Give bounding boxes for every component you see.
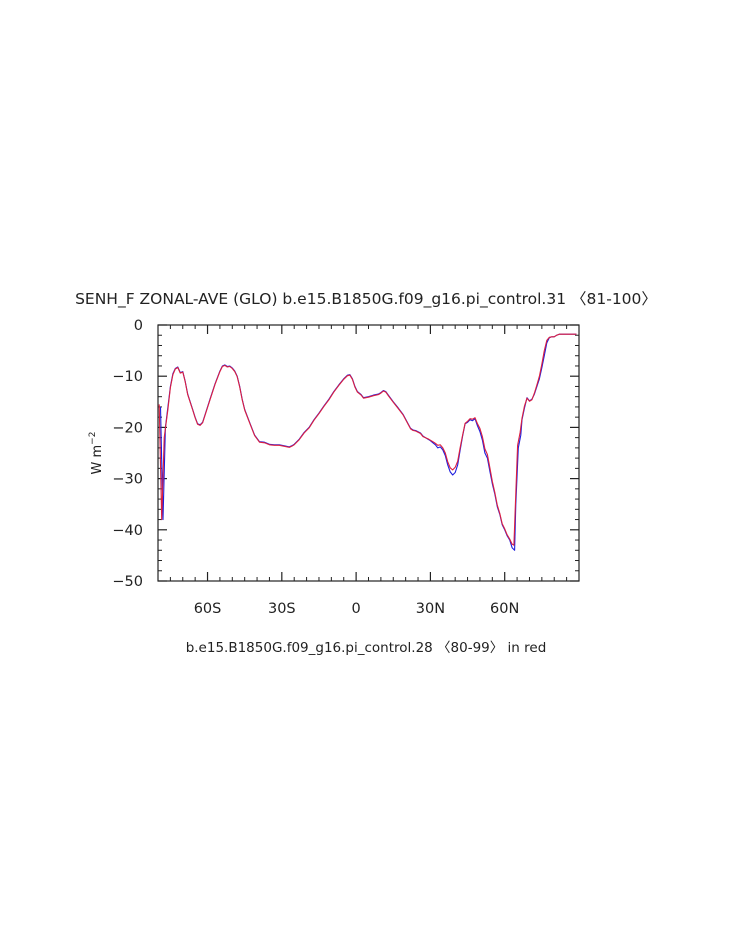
series-line-red — [158, 333, 577, 546]
y-tick-label: −30 — [112, 472, 143, 488]
chart-caption: b.e15.B1850G.f09_g16.pi_control.28 〈80-9… — [186, 640, 547, 656]
x-tick-label: 30S — [268, 601, 296, 617]
y-tick-label: −40 — [112, 523, 143, 539]
y-tick-label: −10 — [112, 369, 143, 385]
y-tick-labels: 0 −10 −20 −30 −40 −50 — [112, 318, 143, 590]
y-axis-label: W m−2 — [88, 432, 105, 475]
x-tick-label: 30N — [416, 601, 445, 617]
major-ticks — [158, 324, 579, 582]
y-axis-label-text: W m — [90, 445, 105, 475]
y-tick-label: −50 — [112, 574, 143, 590]
x-tick-label: 60N — [490, 601, 519, 617]
y-tick-label: 0 — [134, 318, 143, 334]
series-layer — [158, 333, 577, 551]
x-tick-labels: 60S 30S 0 30N 60N — [194, 601, 520, 617]
plot-frame — [157, 324, 580, 582]
y-tick-label: −20 — [112, 420, 143, 436]
y-axis-label-superscript: −2 — [88, 432, 98, 445]
x-tick-label: 60S — [194, 601, 222, 617]
x-tick-label: 0 — [352, 601, 361, 617]
chart-title: SENH_F ZONAL-AVE (GLO) b.e15.B1850G.f09_… — [75, 290, 657, 309]
plot-area — [157, 324, 580, 582]
minor-ticks — [157, 325, 579, 581]
